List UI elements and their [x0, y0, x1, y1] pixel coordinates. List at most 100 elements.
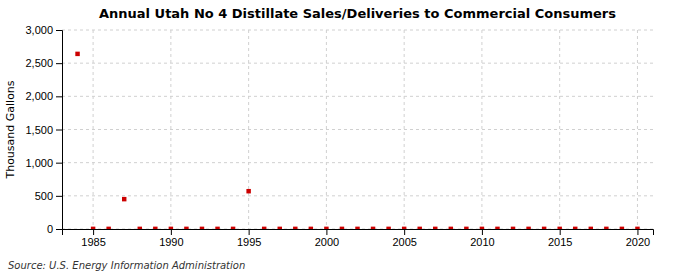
grid-line-y: [62, 129, 653, 130]
y-axis-line: [56, 31, 63, 230]
point: [278, 227, 282, 229]
point: [386, 227, 390, 229]
point: [355, 227, 359, 229]
point: [231, 227, 235, 229]
x-tick-label: 2005: [392, 236, 416, 248]
x-tick: 2000: [315, 229, 339, 248]
x-tick-mark: [326, 229, 327, 235]
y-tick-mark: [56, 229, 62, 230]
grid-line-y: [62, 195, 653, 196]
x-tick-mark: [560, 229, 561, 235]
x-axis-line: [63, 230, 654, 236]
y-tick: 2,500: [25, 57, 62, 69]
y-tick: 3,000: [25, 24, 62, 36]
y-tick-mark: [56, 63, 62, 64]
x-tick-mark: [249, 229, 250, 235]
point: [200, 227, 204, 229]
point: [184, 227, 188, 229]
y-axis-label: Thousand Gallons: [4, 80, 17, 179]
x-tick: 2015: [548, 229, 572, 248]
x-tick-mark: [404, 229, 405, 235]
y-tick-mark: [56, 130, 62, 131]
y-tick-mark: [56, 96, 62, 97]
x-tick-label: 2020: [626, 236, 650, 248]
point: [153, 227, 157, 229]
point: [542, 227, 546, 229]
grid-line-y: [62, 30, 653, 31]
y-tick: 0: [47, 223, 62, 235]
y-tick-mark: [56, 30, 62, 31]
point: [340, 227, 344, 229]
point: [402, 227, 406, 229]
y-tick-label: 2,500: [25, 57, 53, 69]
y-tick: 500: [35, 190, 62, 202]
x-tick-mark: [482, 229, 483, 235]
x-axis: 1985 1990 1995 2000 2005 2010 2015 2020: [63, 229, 654, 248]
chart: 1985 1990 1995 2000 2005 2010 2015 2020 0 500 1,00…: [0, 0, 675, 275]
point: [246, 189, 250, 193]
point: [635, 227, 639, 229]
y-tick-mark: [56, 196, 62, 197]
point: [324, 227, 328, 229]
point: [526, 227, 530, 229]
x-tick-label: 1995: [237, 236, 261, 248]
x-tick-mark: [171, 229, 172, 235]
point: [573, 227, 577, 229]
x-tick-mark: [93, 229, 94, 235]
x-tick-label: 1990: [159, 236, 183, 248]
x-tick-label: 2000: [315, 236, 339, 248]
point: [371, 227, 375, 229]
point: [449, 227, 453, 229]
grid-line-y: [62, 63, 653, 64]
x-tick-label: 2010: [470, 236, 494, 248]
y-tick-label: 500: [35, 190, 53, 202]
point: [106, 227, 110, 229]
point: [620, 227, 624, 229]
grid: [62, 30, 653, 229]
x-tick: 1985: [81, 229, 105, 248]
x-tick: 1995: [237, 229, 261, 248]
grid-line-y: [62, 162, 653, 163]
point: [138, 227, 142, 229]
y-axis: 0 500 1,000 1,500 2,000 2,500 3,000: [25, 24, 62, 235]
point: [169, 227, 173, 229]
y-tick: 1,500: [25, 124, 62, 136]
points: [75, 52, 639, 229]
y-tick-label: 1,000: [25, 157, 53, 169]
title: Annual Utah No 4 Distillate Sales/Delive…: [99, 6, 616, 21]
point: [589, 227, 593, 229]
x-tick: 2020: [626, 229, 650, 248]
x-tick-label: 1985: [81, 236, 105, 248]
point: [122, 197, 126, 201]
y-tick-mark: [56, 163, 62, 164]
grid-line-x: [637, 30, 638, 229]
y-tick: 2,000: [25, 90, 62, 102]
grid-line-y: [62, 96, 653, 97]
y-tick-label: 2,000: [25, 90, 53, 102]
x-tick: 2010: [470, 229, 494, 248]
x-tick: 1990: [159, 229, 183, 248]
plot: 1985 1990 1995 2000 2005 2010 2015 2020 0 500 1,00…: [25, 24, 653, 248]
y-tick-label: 3,000: [25, 24, 53, 36]
point: [417, 227, 421, 229]
point: [604, 227, 608, 229]
point: [293, 227, 297, 229]
y-tick-label: 0: [47, 223, 53, 235]
point: [495, 227, 499, 229]
point: [309, 227, 313, 229]
point: [557, 227, 561, 229]
point: [262, 227, 266, 229]
point: [480, 227, 484, 229]
x-tick: 2005: [392, 229, 416, 248]
point: [91, 227, 95, 229]
point: [511, 227, 515, 229]
point: [215, 227, 219, 229]
point: [464, 227, 468, 229]
source: Source: U.S. Energy Information Administ…: [8, 260, 245, 271]
point: [433, 227, 437, 229]
x-tick-label: 2015: [548, 236, 572, 248]
y-tick: 1,000: [25, 157, 62, 169]
y-tick-label: 1,500: [25, 124, 53, 136]
point: [75, 52, 79, 56]
x-tick-mark: [637, 229, 638, 235]
